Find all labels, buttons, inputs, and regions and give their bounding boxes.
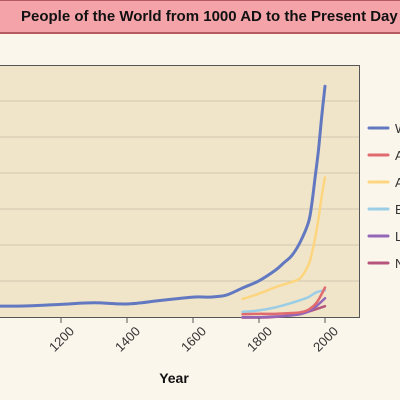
chart-title-box: People of the World from 1000 AD to the … bbox=[0, 0, 400, 34]
series-line-3 bbox=[241, 289, 327, 314]
legend-label: A bbox=[395, 175, 400, 190]
legend-label: N bbox=[395, 256, 400, 271]
series-line-1 bbox=[241, 286, 327, 316]
legend-label: W bbox=[395, 121, 400, 136]
legend-label: E bbox=[395, 202, 400, 217]
gridlines bbox=[0, 100, 359, 282]
x-tick-label: 2000 bbox=[310, 324, 341, 355]
chart-title: People of the World from 1000 AD to the … bbox=[21, 8, 398, 25]
x-tick-label: 1800 bbox=[244, 324, 275, 355]
legend: WAAELN bbox=[367, 121, 400, 271]
plot-area bbox=[0, 65, 360, 318]
series-line-4 bbox=[241, 296, 327, 319]
x-tick-label: 1600 bbox=[178, 324, 209, 355]
x-axis-title: Year bbox=[159, 370, 189, 386]
x-tick-label: 1200 bbox=[46, 324, 77, 355]
x-axis-ticks: 1200 1400 1600 1800 2000 bbox=[46, 318, 341, 355]
series-line-0 bbox=[0, 84, 327, 308]
legend-label: A bbox=[395, 148, 400, 163]
series-line-2 bbox=[241, 176, 327, 301]
series-layer bbox=[0, 84, 327, 319]
x-tick-label: 1400 bbox=[112, 324, 143, 355]
legend-label: L bbox=[395, 229, 400, 244]
